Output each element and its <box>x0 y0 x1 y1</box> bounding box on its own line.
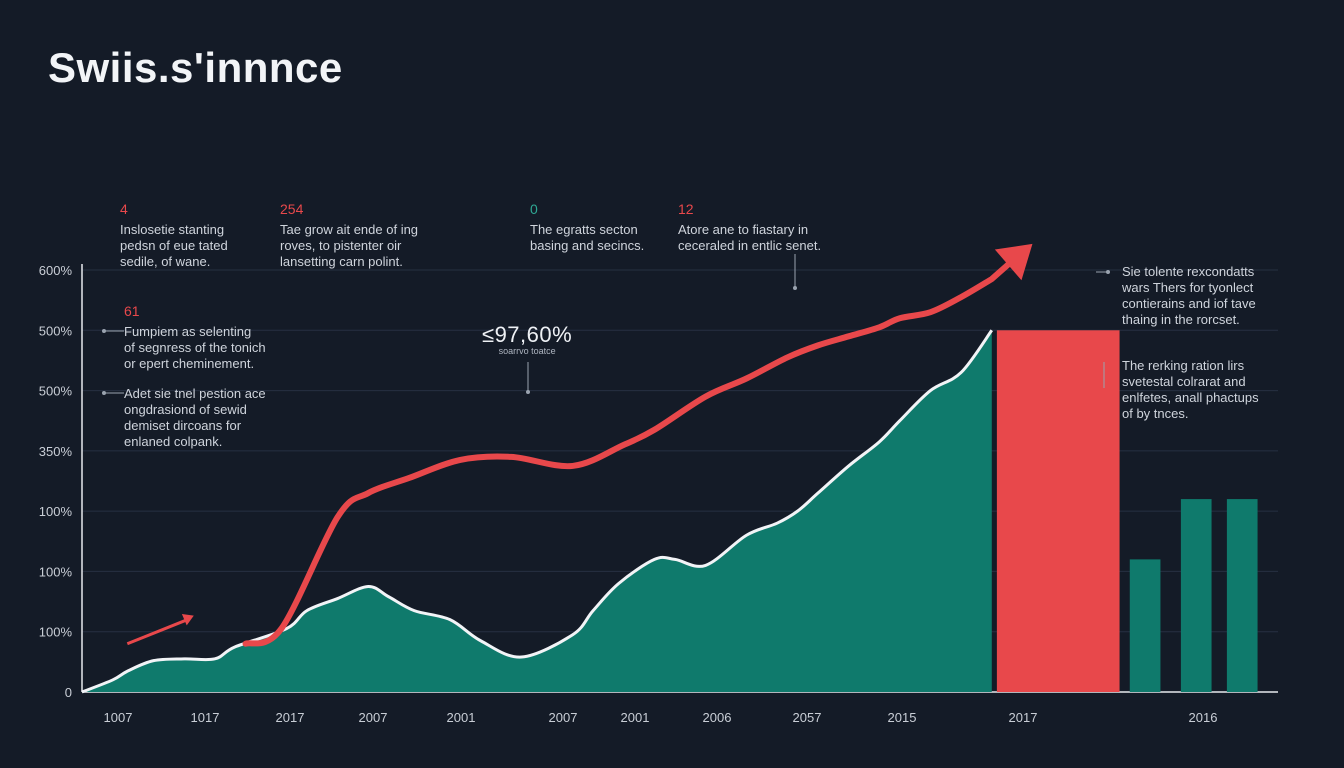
left-annotation-1-number: 61 <box>124 303 140 319</box>
leader-dot <box>793 286 797 290</box>
top-annotation-4-number: 12 <box>678 201 694 217</box>
top-annotation-4-text: Atore ane to fiastary in ceceraled in en… <box>678 222 822 253</box>
x-tick-label: 2007 <box>549 710 578 725</box>
top-annotation-3: 0 The egratts secton basing and secincs. <box>530 200 670 254</box>
trend-arrowhead <box>994 243 1033 281</box>
top-annotation-3-text: The egratts secton basing and secincs. <box>530 222 645 253</box>
y-tick-label: 100% <box>39 504 73 519</box>
top-annotation-2: 254 Tae grow ait ende of ing roves, to p… <box>280 200 460 270</box>
small-arrowhead <box>181 613 194 626</box>
top-annotation-4: 12 Atore ane to fiastary in ceceraled in… <box>678 200 858 254</box>
chart-title: Swiis.s'innnce <box>48 44 343 91</box>
right-annotation-2: The rerking ration lirs svetestal colrar… <box>1122 358 1259 421</box>
x-tick-label: 2006 <box>703 710 732 725</box>
x-tick-label: 1007 <box>104 710 133 725</box>
top-annotation-2-number: 254 <box>280 201 304 217</box>
y-tick-label: 500% <box>39 384 73 399</box>
top-annotation-2-text: Tae grow ait ende of ing roves, to piste… <box>280 222 419 269</box>
x-tick-label: 2057 <box>793 710 822 725</box>
top-annotation-1: 4 Inslosetie stanting pedsn of eue tated… <box>120 200 270 270</box>
peak-callout-subtext: soarrvo toatce <box>498 346 556 356</box>
left-annotation-2: Adet sie tnel pestion ace ongdrasiond of… <box>124 386 294 450</box>
y-tick-label: 100% <box>39 625 73 640</box>
area-fill <box>82 330 992 692</box>
top-annotation-1-number: 4 <box>120 201 128 217</box>
x-tick-label: 2017 <box>1009 710 1038 725</box>
y-tick-label: 350% <box>39 444 73 459</box>
trend-line <box>242 248 1026 647</box>
x-tick-label: 2001 <box>447 710 476 725</box>
y-tick-label: 0 <box>65 685 72 700</box>
y-tick-label: 500% <box>39 323 73 338</box>
x-tick-label: 2015 <box>888 710 917 725</box>
y-tick-label: 600% <box>39 263 73 278</box>
area-outline <box>81 329 993 694</box>
peak-callout-value: ≤97,60% <box>482 322 573 347</box>
left-annotation-1: 61 Fumpiem as selenting of segnress of t… <box>124 302 294 372</box>
small-arrow <box>126 617 191 646</box>
leader-dot <box>102 391 106 395</box>
x-tick-label: 2016 <box>1189 710 1218 725</box>
leader-dot <box>526 390 530 394</box>
bar <box>996 330 1120 692</box>
bar <box>1180 499 1212 692</box>
top-annotation-1-text: Inslosetie stanting pedsn of eue tated s… <box>120 222 228 269</box>
y-tick-label: 100% <box>39 564 73 579</box>
leader-dot <box>1106 270 1110 274</box>
x-tick-label: 2017 <box>276 710 305 725</box>
x-tick-label: 2001 <box>621 710 650 725</box>
bar <box>1129 559 1161 692</box>
right-annotation-1: Sie tolente rexcondatts wars Thers for t… <box>1122 264 1256 327</box>
left-annotation-1-text: Fumpiem as selenting of segnress of the … <box>124 324 266 371</box>
peak-callout: ≤97,60% soarrvo toatce <box>482 322 572 356</box>
x-tick-label: 1017 <box>191 710 220 725</box>
top-annotation-3-number: 0 <box>530 201 538 217</box>
bar <box>1226 499 1258 692</box>
leader-dot <box>102 329 106 333</box>
x-tick-label: 2007 <box>359 710 388 725</box>
left-annotation-2-text: Adet sie tnel pestion ace ongdrasiond of… <box>124 386 266 449</box>
